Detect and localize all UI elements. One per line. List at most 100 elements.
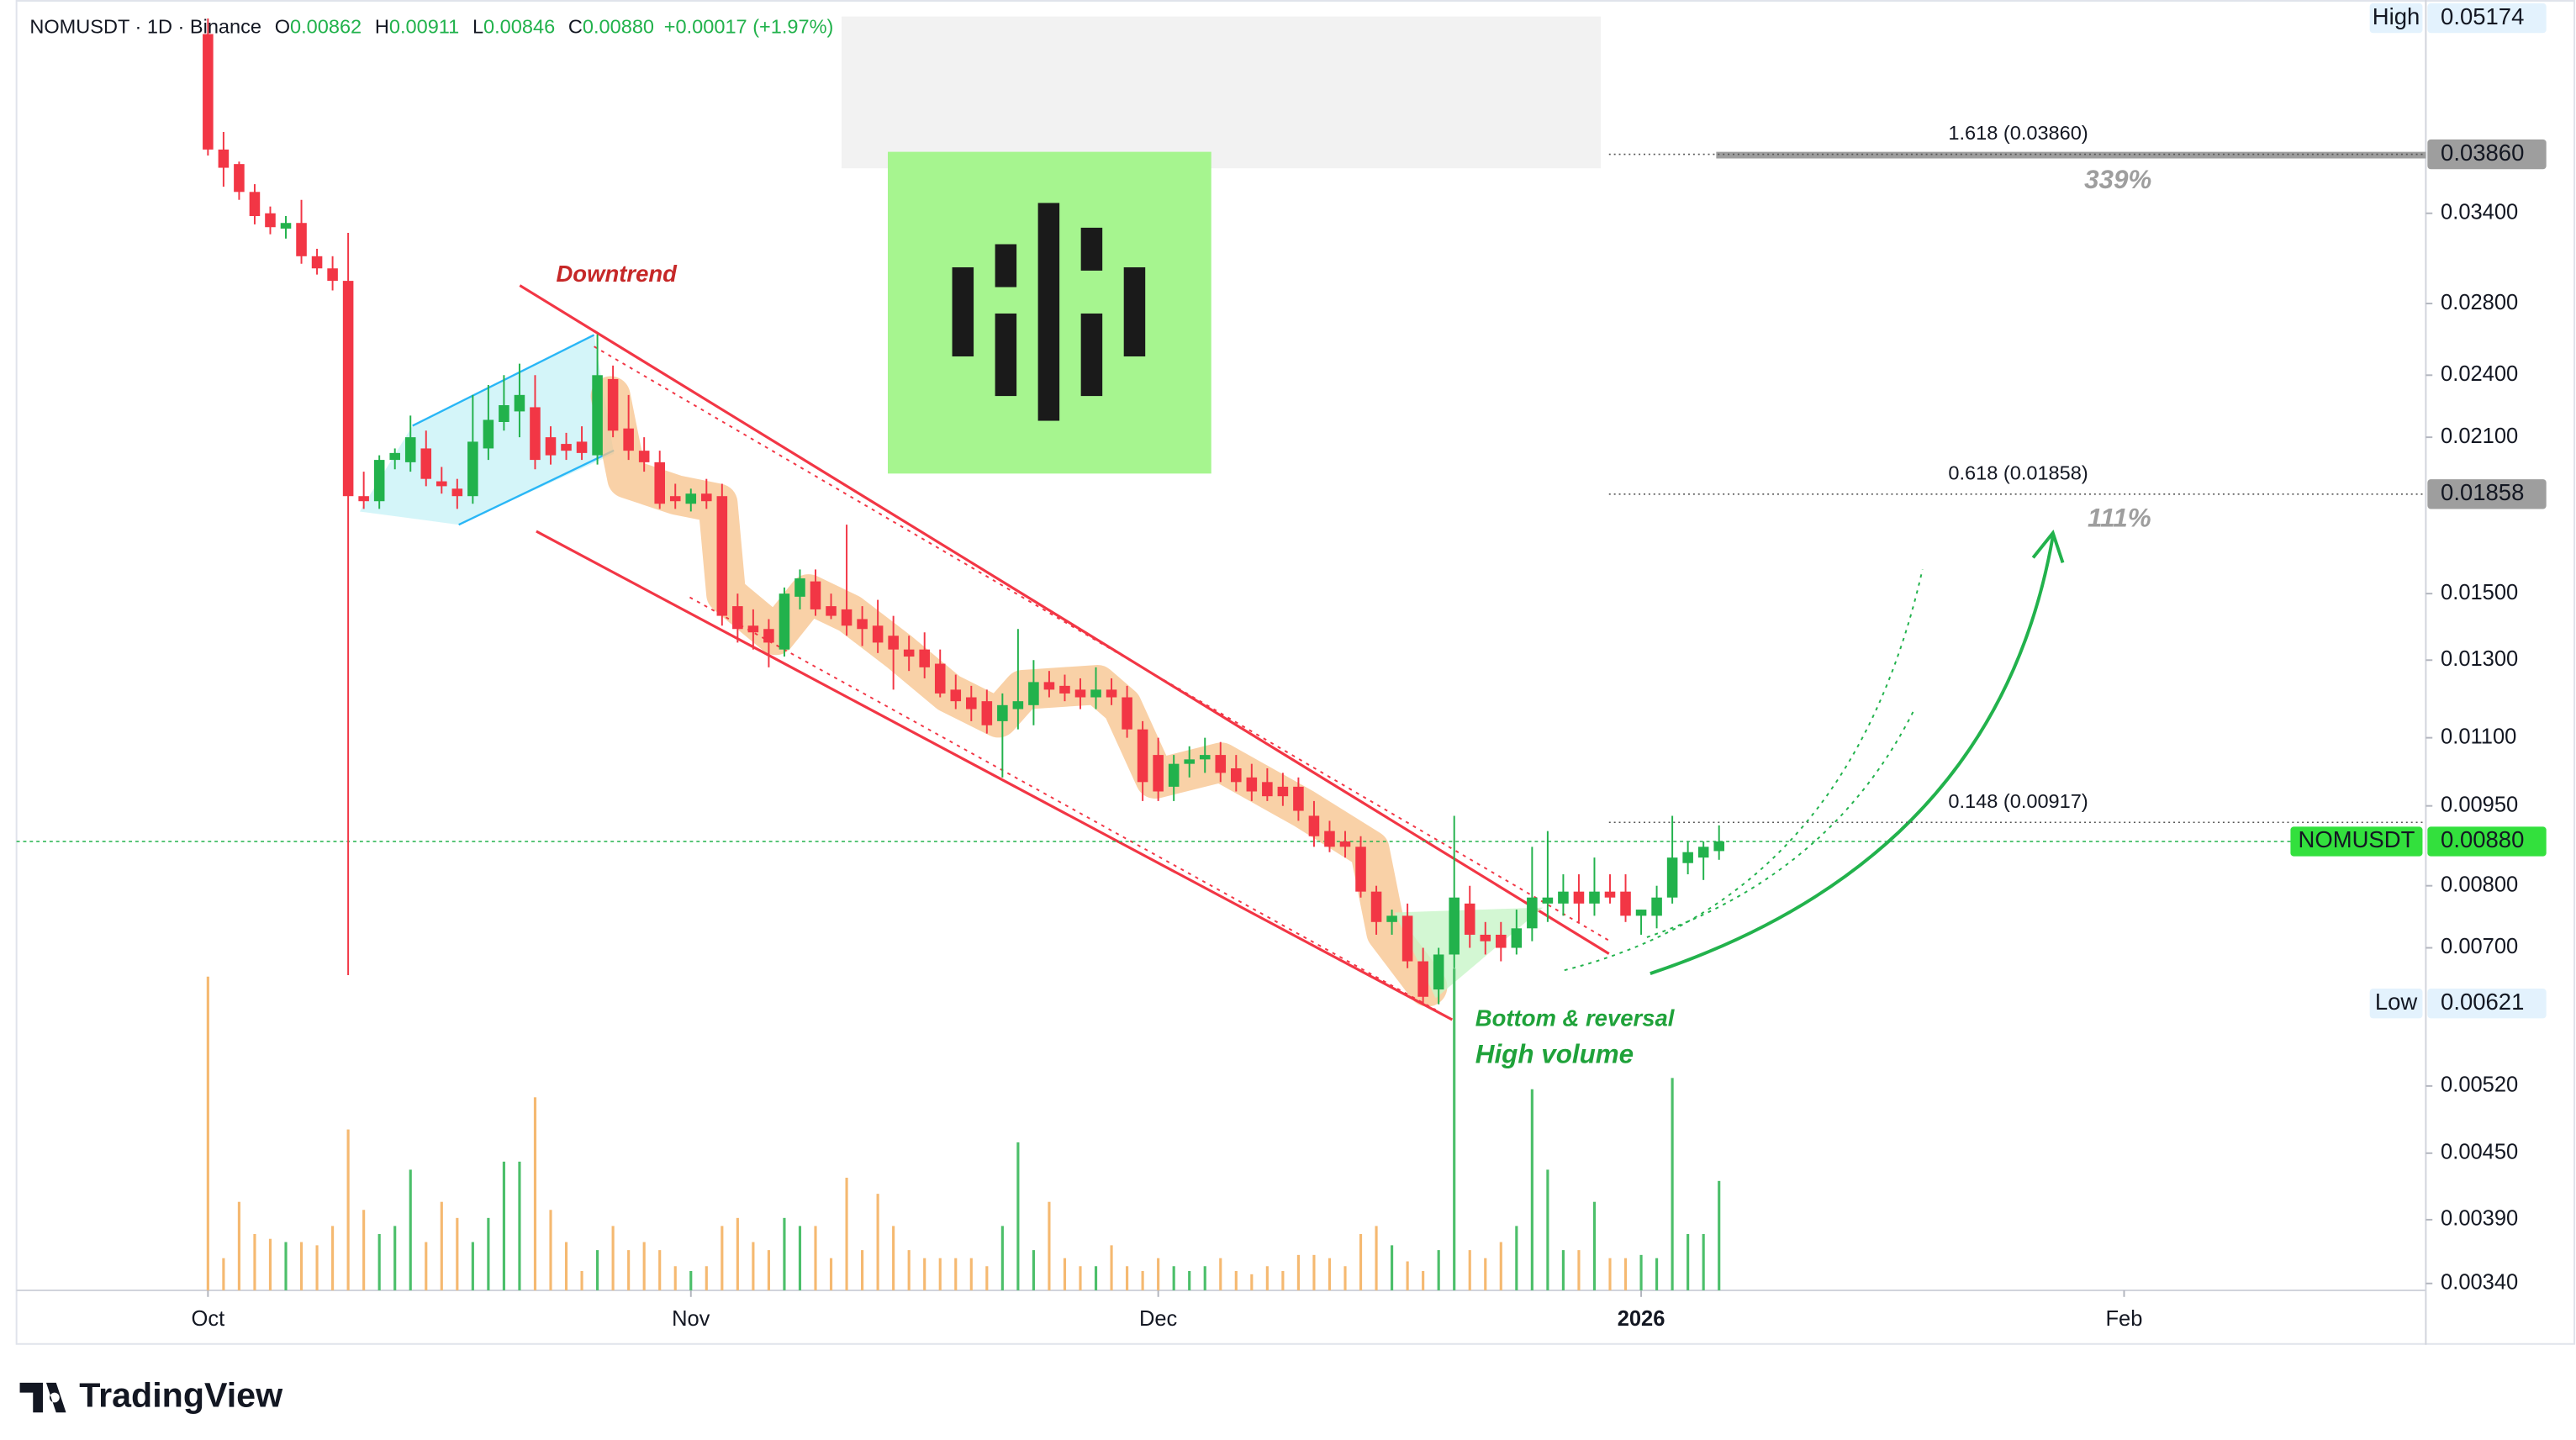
header-part: 0.00880 (583, 16, 654, 38)
channel-bottom (536, 530, 1454, 1021)
candle-body (467, 441, 478, 497)
percent-label: 339% (2084, 165, 2151, 194)
logo-bar (1080, 227, 1103, 271)
volume-bar (533, 1097, 537, 1290)
candle-body (1480, 934, 1491, 942)
candle-body (934, 663, 946, 694)
volume-bar (1406, 1261, 1409, 1290)
volume-bar (1296, 1254, 1300, 1290)
candle-body (872, 625, 884, 643)
volume-bar (627, 1250, 631, 1290)
volume-bar (1234, 1270, 1238, 1290)
candle-body (623, 428, 634, 451)
candle-body (1635, 910, 1647, 916)
candle-body (530, 407, 541, 461)
fib-label: 0.618 (0.01858) (1948, 462, 2088, 483)
price-tag-name: NOMUSDT (2299, 826, 2415, 852)
logo-bar (995, 313, 1017, 397)
volume-bar (1281, 1270, 1285, 1290)
channel-mid (689, 596, 1437, 1011)
candle-body (857, 619, 868, 630)
volume-bar (1639, 1254, 1643, 1290)
volume-bar (1499, 1242, 1502, 1290)
candle-body (1713, 841, 1724, 852)
volume-bar (1608, 1258, 1612, 1290)
blurred-area (842, 16, 1601, 169)
channel-top (519, 284, 1610, 955)
volume-bar (596, 1250, 599, 1290)
volume-bar (1623, 1258, 1628, 1290)
logo-bar (1037, 203, 1060, 421)
volume-bar (456, 1217, 459, 1290)
candle-body (747, 625, 759, 633)
volume-bar (362, 1210, 366, 1290)
candle-body (1651, 897, 1662, 916)
volume-bar (1655, 1258, 1659, 1290)
candle-body (1496, 934, 1507, 948)
candle-body (1028, 682, 1039, 705)
volume-bar (1515, 1226, 1518, 1290)
volume-bar (1702, 1233, 1705, 1290)
x-tick-label: Oct (192, 1307, 225, 1331)
volume-bar (1328, 1258, 1332, 1290)
volume-bar (1219, 1258, 1222, 1290)
volume-bar (1546, 1169, 1549, 1290)
candle-body (327, 268, 338, 282)
y-tick-label: 0.01500 (2441, 581, 2518, 604)
price-tag (2427, 479, 2547, 509)
candle-body (1604, 891, 1616, 898)
candle-body (545, 437, 557, 456)
candle-body (1106, 689, 1117, 698)
volume-bar (721, 1226, 724, 1290)
candle-body (389, 452, 400, 461)
candle-body (1277, 786, 1289, 797)
candle-body (514, 394, 525, 412)
candle-body (732, 606, 743, 630)
volume-bar (315, 1245, 319, 1290)
volume-bar (237, 1201, 240, 1290)
candle-body (576, 441, 588, 453)
volume-bar (393, 1226, 397, 1290)
header: NOMUSDT · 1D · Binance O0.00862 H0.00911 L0… (29, 16, 833, 38)
arrow (1650, 535, 2055, 975)
candle-body (1168, 763, 1180, 787)
candle-body (1137, 729, 1148, 783)
candle-body (607, 378, 619, 431)
candle-body (1542, 897, 1554, 904)
volume-bar (1203, 1266, 1206, 1290)
candle-body (499, 404, 509, 422)
candle-body (1012, 701, 1024, 709)
price-tag (2427, 139, 2547, 170)
volume-bar (845, 1177, 848, 1290)
candle-body (1199, 755, 1211, 760)
candle-body (685, 493, 697, 504)
candle-body (1386, 915, 1397, 922)
volume-bar (1718, 1180, 1721, 1290)
candle-body (1666, 857, 1678, 898)
volume-bar (1312, 1254, 1316, 1290)
candle-body (1215, 755, 1227, 773)
price-tag (2427, 3, 2547, 34)
bottom-zone (1394, 907, 1544, 999)
price-tag-value: 0.00621 (2441, 989, 2524, 1015)
volume-bar (861, 1250, 864, 1290)
volume-bar (783, 1217, 786, 1290)
header-part: O (275, 16, 290, 38)
candle-body (249, 192, 261, 216)
candle-body (1122, 697, 1132, 730)
y-tick-label: 0.00520 (2441, 1073, 2518, 1097)
y-tick-label: 0.00450 (2441, 1141, 2518, 1164)
header-part: 0.00862 (290, 16, 362, 38)
candle-body (981, 701, 993, 725)
volume-bar (1422, 1270, 1425, 1290)
volume-bar (331, 1226, 335, 1290)
candle-body (265, 213, 276, 228)
volume-bar (1000, 1226, 1004, 1290)
candle-body (1293, 786, 1304, 811)
candle-body (903, 649, 915, 657)
candle-body (1355, 847, 1366, 892)
volume-bar (1032, 1250, 1035, 1290)
logo-bar (952, 266, 974, 356)
y-tick-label: 0.01300 (2441, 647, 2518, 671)
candle-body (1246, 777, 1258, 792)
